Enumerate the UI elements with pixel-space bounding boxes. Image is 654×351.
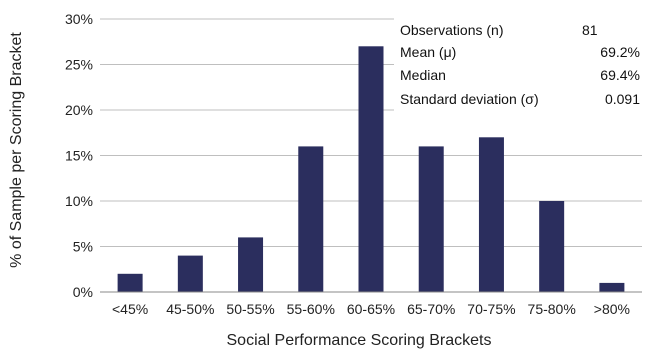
summary-statistics-table: Observations (n) 81 Mean (μ) 69.2% Media…: [394, 18, 648, 114]
bar: [177, 255, 203, 292]
stats-std-label: Standard deviation (σ): [400, 91, 539, 107]
y-tick-label: 10%: [65, 193, 93, 209]
stats-observations-label: Observations (n): [400, 22, 503, 38]
y-tick-label: 25%: [65, 57, 93, 73]
x-tick-label: 55-60%: [287, 301, 335, 317]
bar: [298, 146, 324, 292]
stats-median-label: Median: [400, 67, 446, 83]
bar: [599, 282, 625, 292]
stats-std-value: 0.091: [605, 91, 640, 107]
y-tick-label: 15%: [65, 148, 93, 164]
y-tick-label: 20%: [65, 102, 93, 118]
stats-median-value: 69.4%: [600, 67, 640, 83]
stats-mean-label: Mean (μ): [400, 44, 456, 60]
stats-observations-value: 81: [582, 22, 598, 38]
stats-mean-value: 69.2%: [600, 44, 640, 60]
x-tick-label: 75-80%: [528, 301, 576, 317]
x-tick-label: 45-50%: [166, 301, 214, 317]
y-tick-label: 30%: [65, 11, 93, 27]
bar: [539, 201, 565, 292]
x-tick-label: 70-75%: [467, 301, 515, 317]
bar: [238, 237, 264, 292]
bars: [117, 46, 625, 292]
y-axis-title: % of Sample per Scoring Bracket: [8, 32, 25, 268]
y-axis-ticks: 0% 5% 10% 15% 20% 25% 30%: [65, 11, 93, 300]
x-tick-label: <45%: [112, 301, 148, 317]
bar: [117, 273, 143, 292]
bar: [358, 46, 384, 292]
x-tick-label: 65-70%: [407, 301, 455, 317]
x-tick-label: 60-65%: [347, 301, 395, 317]
y-tick-label: 5%: [73, 239, 93, 255]
x-tick-label: >80%: [594, 301, 630, 317]
bar: [418, 146, 444, 292]
x-tick-label: 50-55%: [226, 301, 274, 317]
bar: [478, 137, 504, 292]
y-tick-label: 0%: [73, 284, 93, 300]
stats-table-background: [394, 18, 648, 114]
x-axis-title: Social Performance Scoring Brackets: [227, 332, 492, 349]
x-axis-ticks: <45% 45-50% 50-55% 55-60% 60-65% 65-70% 70-75%…: [112, 301, 630, 317]
